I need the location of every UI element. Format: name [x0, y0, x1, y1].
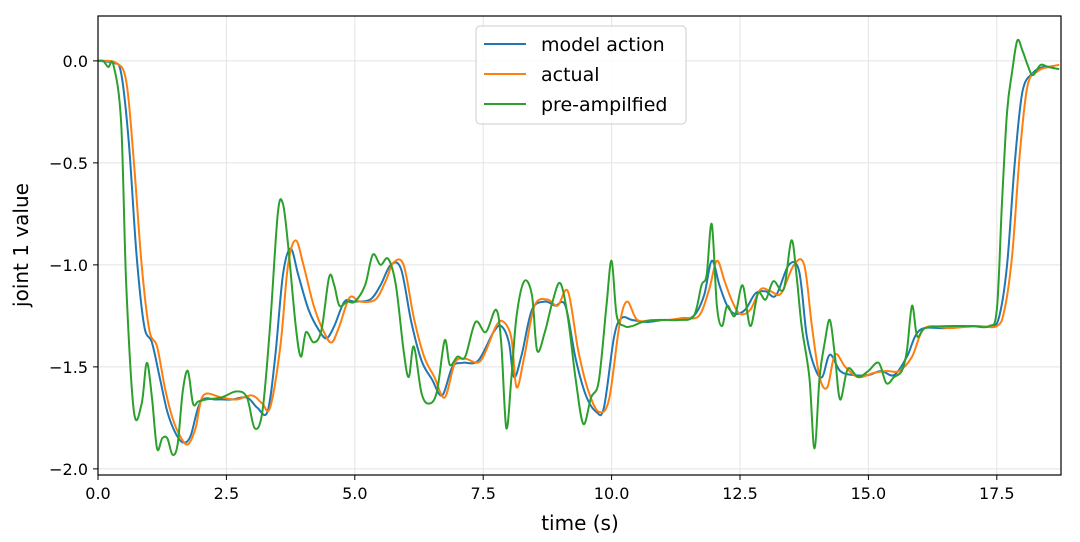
x-tick-label: 7.5 — [470, 484, 495, 503]
plot-frame — [97, 15, 1062, 476]
x-tick-label: 17.5 — [979, 484, 1015, 503]
series-line-pre-ampilfied — [98, 38, 1060, 456]
legend: model action actual pre-ampilfied — [475, 25, 687, 125]
series-lines — [98, 38, 1060, 456]
y-axis: 0.0 −0.5 −1.0 −1.5 −2.0 — [49, 52, 98, 479]
x-tick-label: 5.0 — [342, 484, 367, 503]
legend-label-pre-ampilfied: pre-ampilfied — [541, 94, 668, 116]
x-tick-label: 12.5 — [722, 484, 758, 503]
y-tick-label: 0.0 — [63, 52, 88, 71]
y-tick-label: −1.5 — [49, 358, 88, 377]
x-tick-label: 0.0 — [85, 484, 110, 503]
y-tick-label: −2.0 — [49, 460, 88, 479]
legend-box — [475, 25, 687, 125]
y-tick-label: −0.5 — [49, 154, 88, 173]
grid-lines — [97, 16, 1061, 475]
y-tick-label: −1.0 — [49, 256, 88, 275]
x-tick-label: 2.5 — [214, 484, 239, 503]
x-tick-label: 10.0 — [594, 484, 630, 503]
legend-label-model-action: model action — [541, 34, 665, 56]
x-axis-label: time (s) — [541, 511, 619, 535]
x-tick-label: 15.0 — [851, 484, 887, 503]
legend-label-actual: actual — [541, 64, 600, 86]
x-axis: 0.0 2.5 5.0 7.5 10.0 12.5 15.0 17.5 — [85, 475, 1015, 503]
y-axis-label: joint 1 value — [9, 183, 33, 308]
